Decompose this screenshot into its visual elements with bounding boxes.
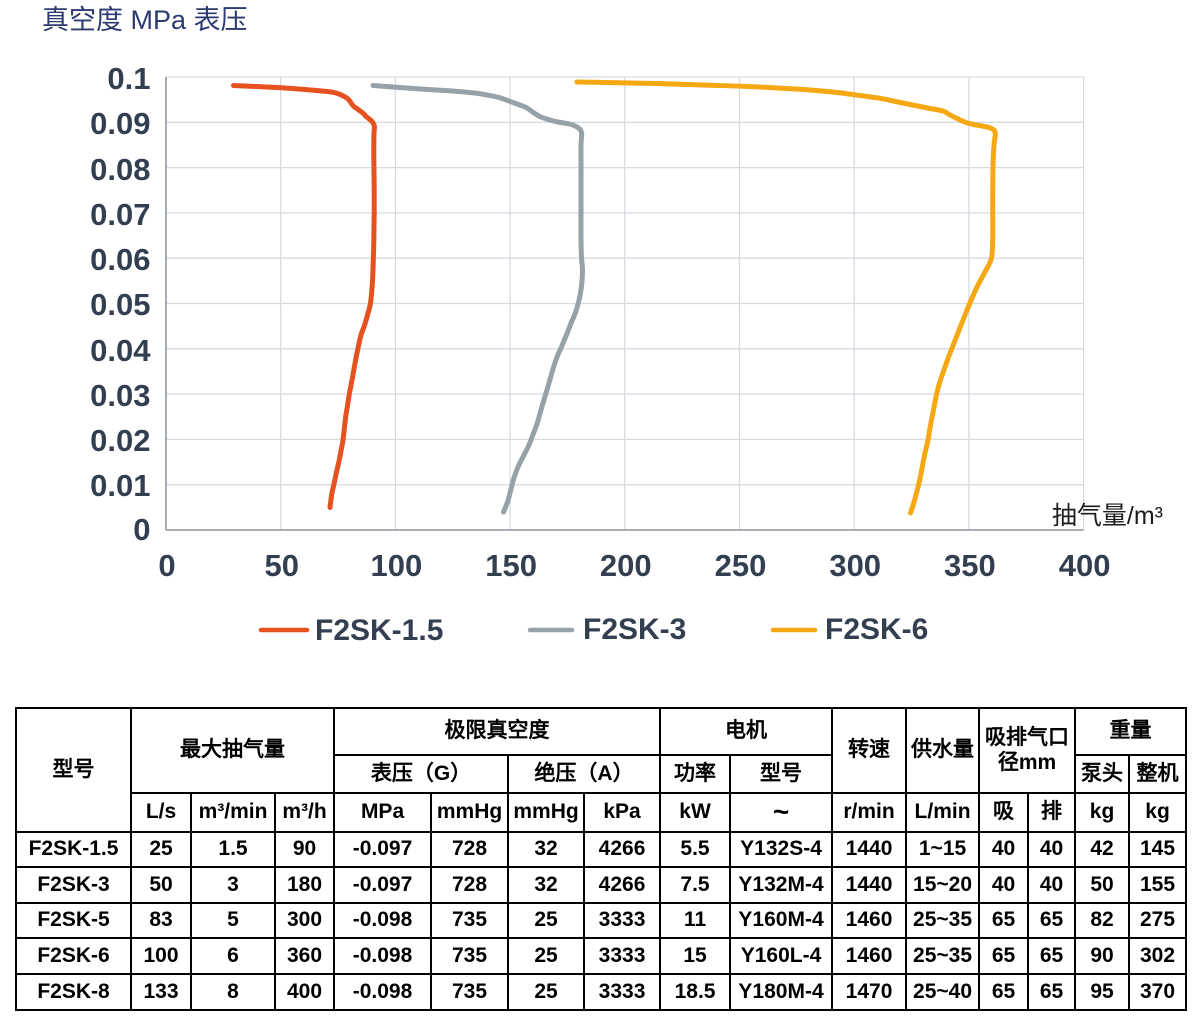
- svg-text:0: 0: [158, 548, 175, 583]
- svg-text:F2SK-3: F2SK-3: [583, 613, 686, 646]
- svg-text:0.02: 0.02: [90, 423, 150, 458]
- svg-text:150: 150: [485, 548, 537, 583]
- svg-text:300: 300: [829, 548, 881, 583]
- svg-text:0.01: 0.01: [90, 468, 150, 503]
- svg-text:0.03: 0.03: [90, 378, 150, 413]
- svg-text:F2SK-1.5: F2SK-1.5: [315, 614, 443, 647]
- svg-text:0.1: 0.1: [107, 61, 150, 96]
- svg-text:抽气量/m³: 抽气量/m³: [1052, 502, 1163, 530]
- svg-text:0.06: 0.06: [90, 242, 150, 277]
- svg-text:250: 250: [715, 548, 767, 583]
- svg-text:0.09: 0.09: [90, 106, 150, 141]
- svg-text:0.05: 0.05: [90, 287, 150, 322]
- svg-text:350: 350: [944, 548, 996, 583]
- svg-text:0.04: 0.04: [90, 333, 151, 368]
- svg-text:50: 50: [264, 548, 298, 583]
- svg-text:200: 200: [600, 548, 652, 583]
- svg-text:0: 0: [133, 512, 150, 547]
- svg-text:F2SK-6: F2SK-6: [825, 613, 928, 646]
- svg-text:400: 400: [1059, 548, 1111, 583]
- svg-text:0.07: 0.07: [90, 197, 150, 232]
- svg-text:100: 100: [371, 548, 423, 583]
- svg-text:0.08: 0.08: [90, 152, 150, 187]
